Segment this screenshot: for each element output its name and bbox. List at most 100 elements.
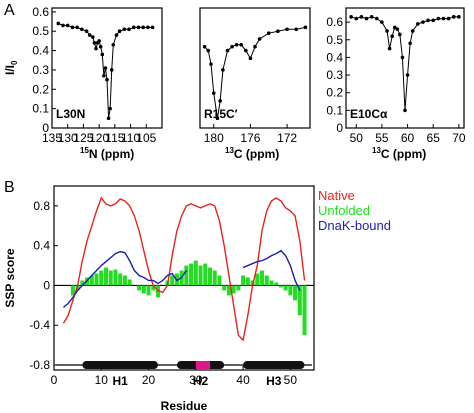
data-point bbox=[122, 27, 127, 32]
unfolded-bar bbox=[222, 285, 227, 291]
unfolded-bar bbox=[127, 279, 132, 286]
y-tick-label: 0.8 bbox=[33, 199, 50, 213]
data-point bbox=[349, 15, 353, 19]
panel-a1-xlabel-text: N (ppm) bbox=[89, 147, 134, 161]
data-point bbox=[421, 20, 425, 24]
data-point bbox=[457, 15, 461, 19]
data-point bbox=[95, 41, 100, 45]
data-point bbox=[215, 116, 220, 121]
panel-a2-xlabel-iso: 13 bbox=[225, 146, 234, 155]
x-tick-label: 10 bbox=[95, 373, 109, 387]
unfolded-bar bbox=[137, 285, 142, 291]
x-tick-label: 110 bbox=[121, 131, 140, 145]
unfolded-bar bbox=[217, 275, 222, 286]
y-tick-label: 0.4 bbox=[326, 50, 343, 64]
unfolded-bar bbox=[259, 270, 265, 286]
data-point bbox=[117, 29, 122, 34]
x-tick-label: 135 bbox=[42, 131, 62, 145]
y-tick-label: 0.2 bbox=[32, 82, 49, 96]
y-tick-label: 0.6 bbox=[32, 5, 49, 19]
x-tick-label: 130 bbox=[58, 131, 78, 145]
data-point bbox=[359, 15, 364, 19]
data-point bbox=[395, 27, 400, 31]
panel-a1-xlabel: 15N (ppm) bbox=[80, 146, 134, 161]
data-point bbox=[374, 16, 379, 21]
data-point bbox=[92, 41, 97, 45]
y-tick-label: 0.5 bbox=[326, 33, 343, 47]
panel-b-chart: Residue SSP score Native Unfolded DnaK-b… bbox=[3, 185, 391, 413]
y-tick-label: -0.8 bbox=[29, 358, 50, 372]
data-point bbox=[98, 44, 103, 49]
panel-a1-xlabel-iso: 15 bbox=[80, 146, 89, 155]
unfolded-bar bbox=[184, 265, 189, 286]
data-point bbox=[127, 27, 131, 32]
data-point bbox=[206, 48, 211, 53]
data-point bbox=[385, 29, 389, 33]
native-line bbox=[62, 196, 306, 342]
data-point bbox=[218, 99, 222, 103]
panel-letter-a: A bbox=[4, 2, 15, 19]
data-point bbox=[369, 15, 374, 19]
panel-a3-chart: E10Cα 13C (ppm) 50 55 60 65 70 0 0.1 0.2 0.3 0.4 0… bbox=[326, 7, 466, 161]
data-point bbox=[106, 116, 111, 121]
unfolded-bar bbox=[70, 285, 75, 296]
helix-h1-bar bbox=[82, 361, 158, 370]
panel-a3-xlabel-iso: 13 bbox=[372, 146, 381, 155]
unfolded-bar bbox=[170, 275, 175, 286]
panel-a3-xlabel-text: C (ppm) bbox=[381, 147, 426, 161]
panel-a1-tag: L30N bbox=[56, 107, 85, 121]
y-tick-label: 0.6 bbox=[326, 15, 343, 29]
x-tick-label: 55 bbox=[375, 131, 389, 145]
data-point bbox=[244, 48, 248, 53]
data-point bbox=[56, 21, 61, 26]
x-tick-label: 0 bbox=[51, 373, 58, 387]
unfolded-bar bbox=[99, 270, 104, 286]
x-tick-label: 180 bbox=[204, 131, 224, 145]
unfolded-bar bbox=[122, 275, 127, 286]
x-tick-label: 105 bbox=[136, 131, 156, 145]
panel-b-legend: Native Unfolded DnaK-bound bbox=[318, 188, 391, 233]
data-point bbox=[150, 25, 155, 30]
unfolded-bar bbox=[155, 285, 161, 298]
unfolded-bar bbox=[198, 265, 203, 286]
legend-native: Native bbox=[318, 188, 355, 203]
panel-b-ylabel: SSP score bbox=[3, 248, 17, 307]
panel-a2-xlabel-text: C (ppm) bbox=[234, 147, 279, 161]
y-tick-label: 0.5 bbox=[32, 24, 49, 38]
data-point bbox=[364, 16, 369, 21]
unfolded-bar bbox=[80, 280, 85, 286]
data-point bbox=[75, 25, 79, 30]
y-tick-label: 0.1 bbox=[326, 103, 343, 117]
spectrum-line bbox=[350, 16, 459, 111]
data-point bbox=[209, 62, 213, 66]
data-point bbox=[111, 42, 116, 47]
data-point bbox=[285, 27, 289, 32]
data-point bbox=[108, 106, 112, 111]
unfolded-bar bbox=[118, 273, 123, 286]
unfolded-bar bbox=[245, 277, 250, 286]
y-tick-label: 0.4 bbox=[32, 44, 49, 58]
data-point bbox=[387, 46, 392, 51]
data-point bbox=[276, 29, 280, 34]
data-point bbox=[225, 48, 230, 53]
unfolded-bar bbox=[297, 285, 302, 316]
data-point bbox=[441, 16, 446, 21]
y-tick-label: -0.4 bbox=[29, 318, 50, 332]
data-point bbox=[408, 41, 412, 46]
x-tick-label: 60 bbox=[401, 131, 415, 145]
data-point bbox=[410, 29, 415, 33]
y-tick-label: 0.3 bbox=[326, 68, 343, 82]
highlight-segment bbox=[195, 361, 210, 370]
data-point bbox=[398, 32, 402, 37]
unfolded-bar bbox=[141, 285, 146, 294]
unfolded-bar bbox=[103, 267, 109, 286]
helix-h3-label: H3 bbox=[266, 374, 282, 388]
helix-h3-bar bbox=[243, 361, 305, 370]
panel-a1-chart: L30N 15N (ppm) I/I0 10511011512012513013… bbox=[3, 5, 163, 161]
panel-a2-chart: R15C′ 13C (ppm) 172 176 180 bbox=[199, 7, 311, 161]
helix-h1-label: H1 bbox=[113, 374, 129, 388]
unfolded-bar bbox=[212, 270, 217, 286]
data-point bbox=[446, 16, 451, 21]
spectrum-line bbox=[58, 23, 153, 119]
panel-a2-xlabel: 13C (ppm) bbox=[225, 146, 279, 161]
